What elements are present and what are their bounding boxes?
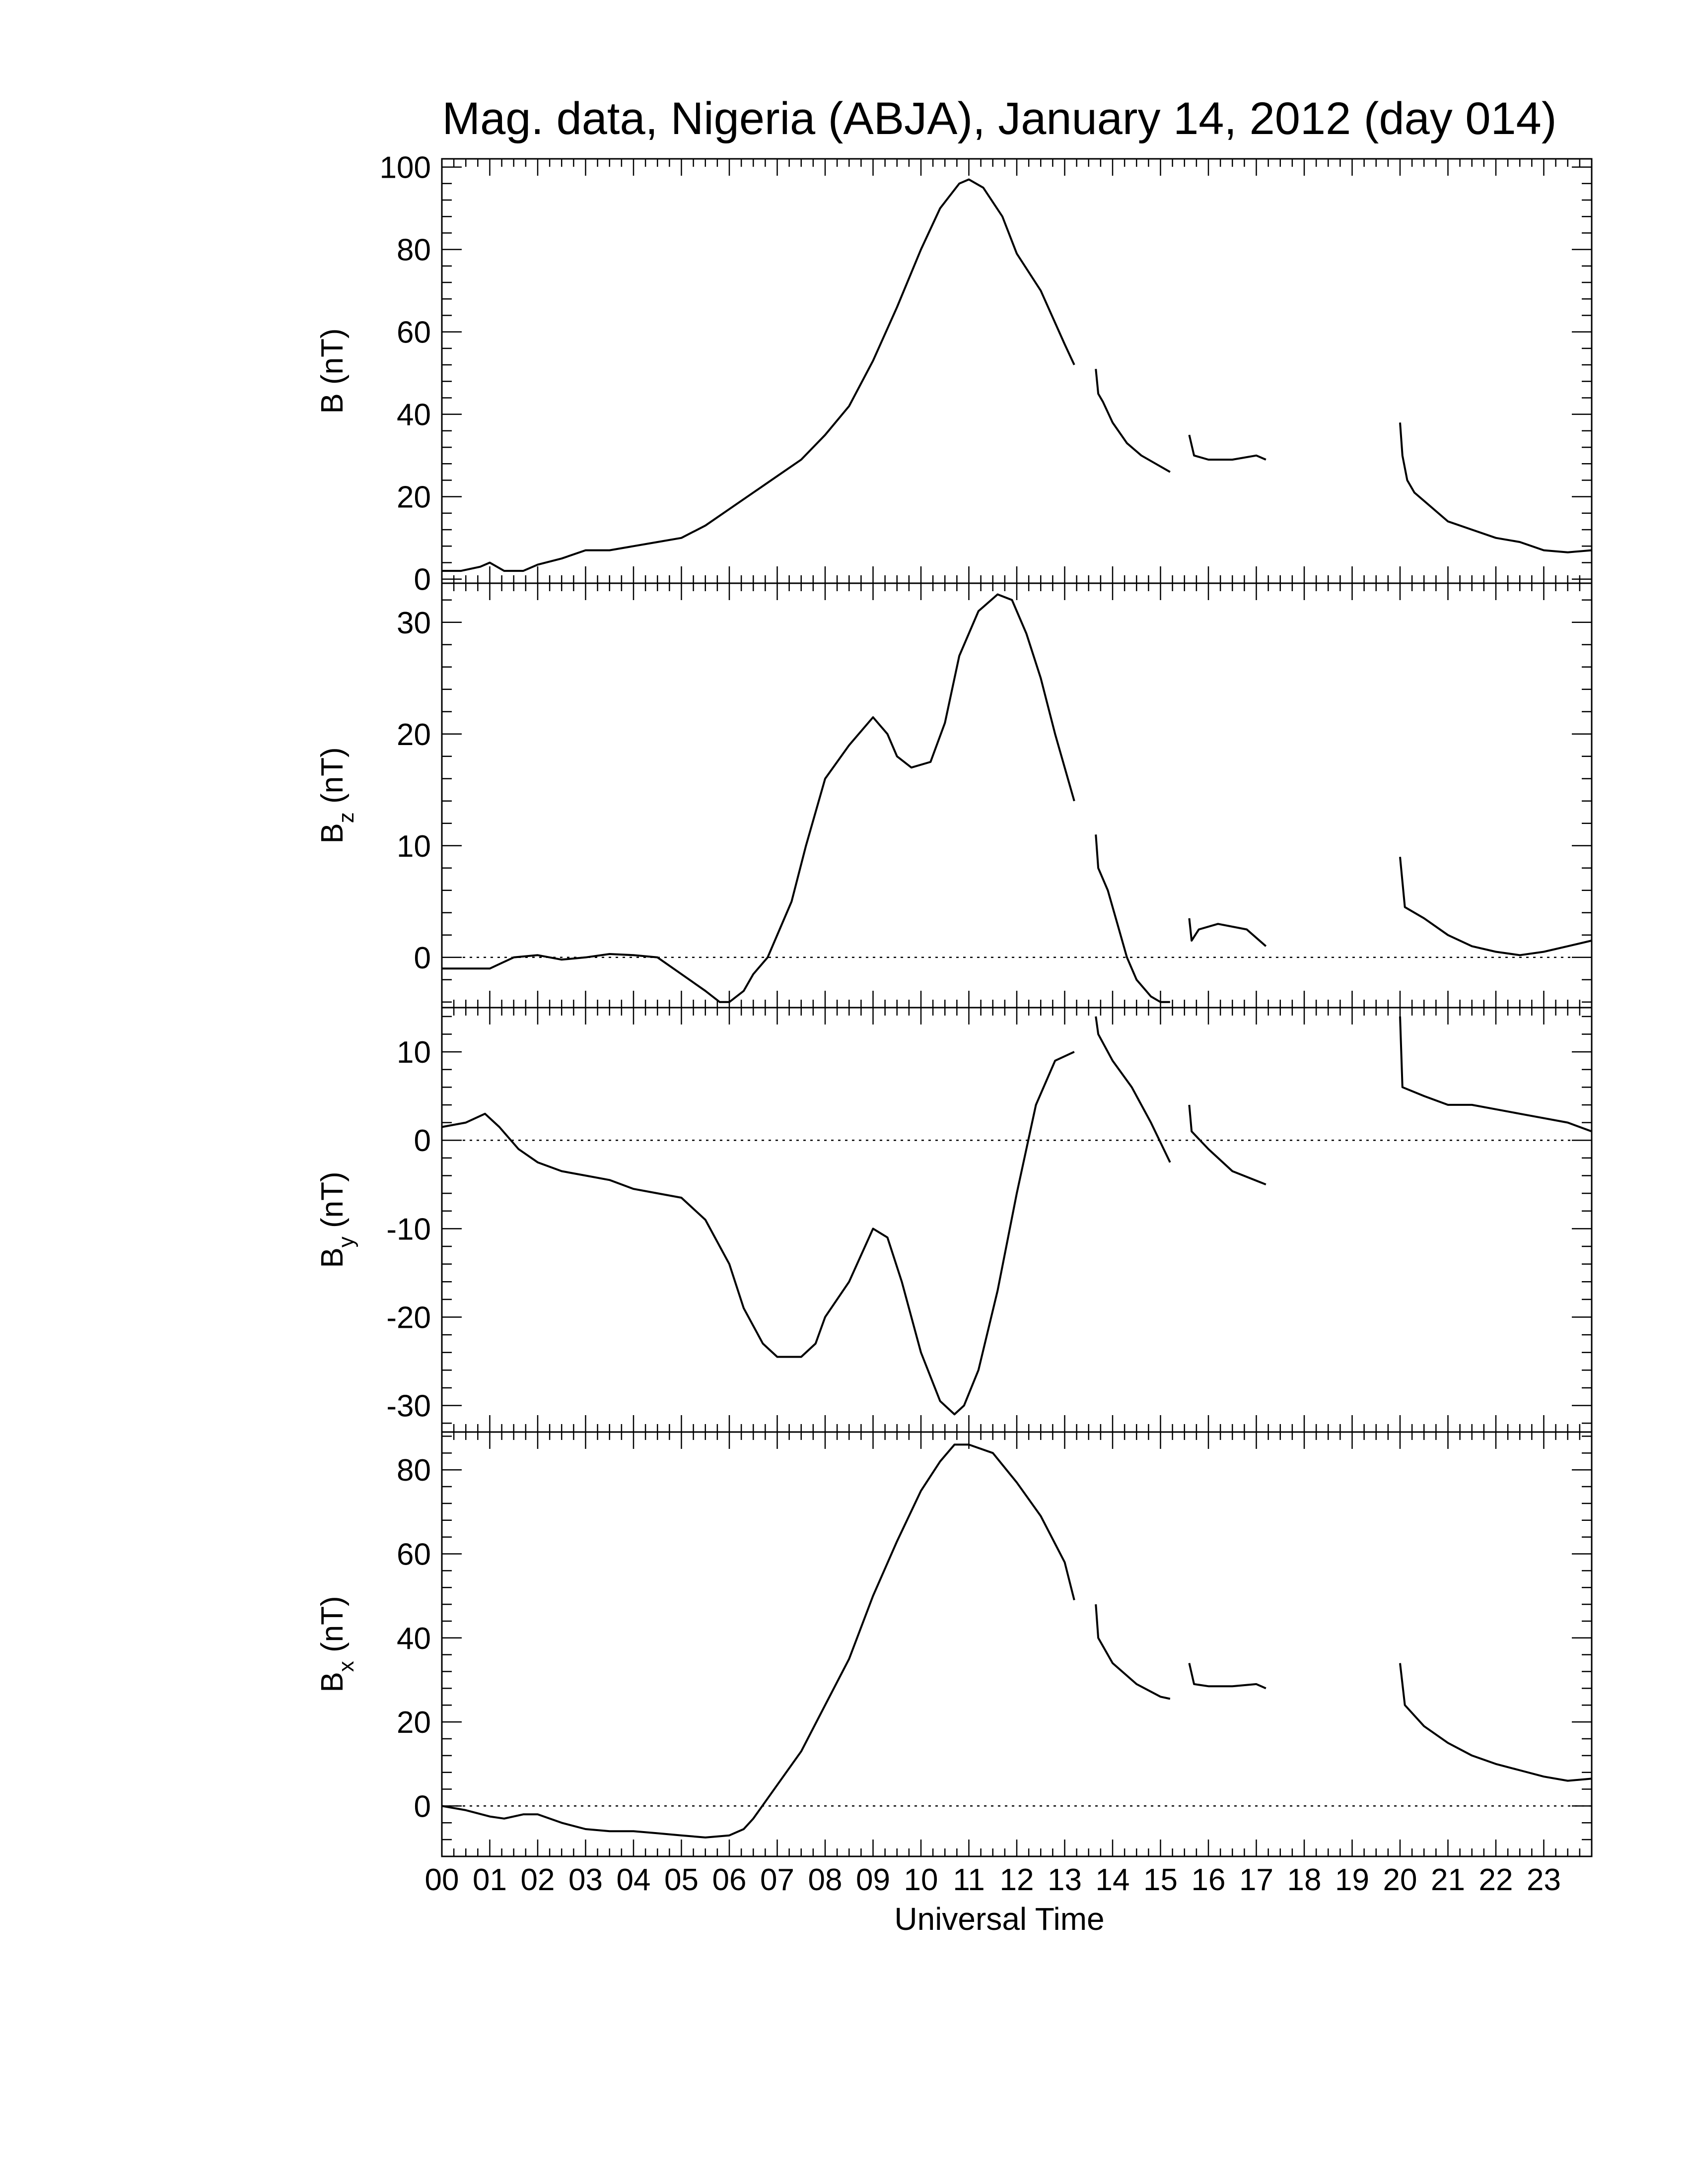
x-tick-label: 04 xyxy=(617,1863,651,1897)
x-tick-label: 03 xyxy=(568,1863,603,1897)
y-tick-label: 80 xyxy=(397,1453,431,1488)
y-tick-label: 30 xyxy=(397,606,431,640)
x-tick-label: 15 xyxy=(1143,1863,1178,1897)
y-axis-label-B: B (nT) xyxy=(315,328,350,413)
x-tick-label: 21 xyxy=(1431,1863,1465,1897)
x-tick-label: 14 xyxy=(1096,1863,1130,1897)
x-tick-label: 16 xyxy=(1192,1863,1226,1897)
x-tick-label: 13 xyxy=(1048,1863,1082,1897)
x-tick-label: 12 xyxy=(1000,1863,1034,1897)
y-tick-label: 20 xyxy=(397,480,431,515)
x-tick-label: 23 xyxy=(1527,1863,1561,1897)
y-tick-label: 100 xyxy=(380,151,431,185)
x-tick-label: 00 xyxy=(425,1863,459,1897)
y-tick-label: 20 xyxy=(397,718,431,752)
x-tick-label: 20 xyxy=(1383,1863,1417,1897)
chart-title: Mag. data, Nigeria (ABJA), January 14, 2… xyxy=(442,93,1557,144)
x-tick-label: 17 xyxy=(1239,1863,1273,1897)
x-tick-label: 19 xyxy=(1335,1863,1369,1897)
x-tick-label: 09 xyxy=(856,1863,890,1897)
x-tick-label: 01 xyxy=(473,1863,507,1897)
x-tick-label: 10 xyxy=(904,1863,938,1897)
y-tick-label: 0 xyxy=(414,1789,431,1824)
x-tick-label: 08 xyxy=(808,1863,843,1897)
y-tick-label: 10 xyxy=(397,1035,431,1070)
x-tick-label: 18 xyxy=(1287,1863,1322,1897)
x-axis-label: Universal Time xyxy=(894,1901,1104,1937)
y-tick-label: 40 xyxy=(397,398,431,432)
y-tick-label: -20 xyxy=(386,1300,431,1335)
y-tick-label: 0 xyxy=(414,1124,431,1158)
y-tick-label: -30 xyxy=(386,1389,431,1424)
x-tick-label: 05 xyxy=(664,1863,699,1897)
y-tick-label: 0 xyxy=(414,563,431,597)
x-tick-label: 02 xyxy=(521,1863,555,1897)
x-tick-label: 06 xyxy=(712,1863,747,1897)
x-tick-label: 22 xyxy=(1479,1863,1513,1897)
y-tick-label: 60 xyxy=(397,316,431,350)
x-tick-label: 07 xyxy=(760,1863,794,1897)
y-tick-label: 60 xyxy=(397,1537,431,1571)
y-tick-label: -10 xyxy=(386,1212,431,1246)
y-tick-label: 80 xyxy=(397,233,431,268)
y-tick-label: 20 xyxy=(397,1706,431,1740)
y-tick-label: 0 xyxy=(414,941,431,975)
y-tick-label: 40 xyxy=(397,1622,431,1656)
x-tick-label: 11 xyxy=(953,1863,985,1897)
y-tick-label: 10 xyxy=(397,829,431,864)
